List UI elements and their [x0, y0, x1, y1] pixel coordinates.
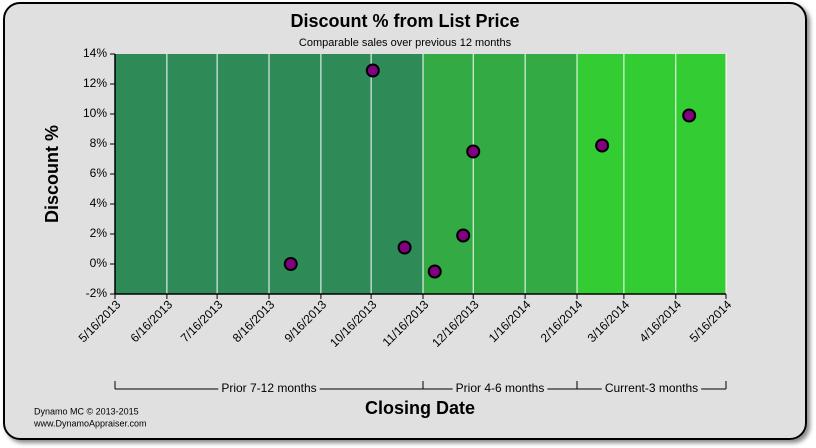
point — [466, 144, 481, 159]
region-label: Prior 7-12 months — [221, 381, 316, 395]
point — [365, 63, 380, 78]
y-tick-label: -2% — [86, 286, 108, 300]
y-tick-label: 12% — [83, 76, 107, 90]
region — [577, 54, 726, 294]
region-label: Prior 4-6 months — [456, 381, 545, 395]
y-axis-label: Discount % — [42, 125, 62, 223]
y-tick-label: 14% — [83, 46, 107, 60]
y-tick-label: 0% — [90, 256, 108, 270]
x-axis-label: Closing Date — [365, 398, 475, 418]
chart-subtitle: Comparable sales over previous 12 months — [299, 37, 512, 49]
label-bg — [601, 381, 702, 396]
point — [456, 228, 471, 243]
point — [595, 138, 610, 153]
y-tick-label: 4% — [90, 196, 108, 210]
point — [397, 240, 412, 255]
y-tick-label: 2% — [90, 226, 108, 240]
y-tick-label: 6% — [90, 166, 108, 180]
footer-line: Dynamo MC © 2013-2015 — [34, 406, 139, 416]
region-label: Current-3 months — [605, 381, 698, 395]
region — [423, 54, 578, 294]
point — [427, 264, 442, 279]
footer-line: www.DynamoAppraiser.com — [33, 418, 147, 428]
point — [283, 257, 298, 271]
y-tick-label: 8% — [90, 136, 108, 150]
chart-title: Discount % from List Price — [290, 11, 519, 31]
label-bg — [218, 381, 320, 396]
y-tick-label: 10% — [83, 106, 107, 120]
point — [682, 108, 697, 123]
label-bg — [452, 381, 548, 396]
